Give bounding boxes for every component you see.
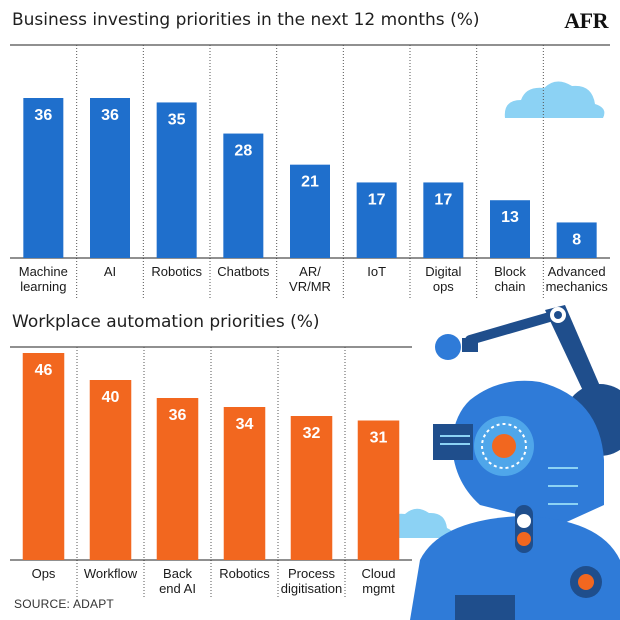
category-label: VR/MR [289,279,331,294]
bar [22,353,65,560]
category-label: Workflow [84,566,138,581]
category-label: IoT [367,264,386,279]
bar [490,200,530,258]
data-label: 32 [303,425,321,442]
category-label: Robotics [219,566,270,581]
data-label: 31 [370,430,388,447]
bar [156,102,197,258]
data-label: 36 [34,107,52,124]
category-label: learning [20,279,66,294]
data-label: 46 [35,362,53,379]
bar [223,407,266,560]
data-label: 36 [101,107,119,124]
category-label: Back [163,566,192,581]
afr-logo: AFR [564,8,608,33]
data-label: 28 [234,143,252,160]
category-label: Advanced [548,264,606,279]
data-label: 36 [169,407,187,424]
category-label: Ops [32,566,56,581]
category-label: end AI [159,581,196,596]
chart-title-workplace-automation: Workplace automation priorities (%) [12,312,320,332]
category-label: Block [494,264,526,279]
robot-head-icon [410,380,620,620]
bar [223,133,264,258]
data-label: 13 [501,209,519,226]
source-note: SOURCE: ADAPT [14,597,114,611]
bar [156,398,199,560]
category-label: AI [104,264,116,279]
bar [89,380,132,560]
cloud-icon [504,81,605,118]
chart-title-business-investing: Business investing priorities in the nex… [12,10,480,30]
data-label: 40 [102,389,120,406]
data-label: 17 [434,191,452,208]
category-label: Digital [425,264,461,279]
data-label: 21 [301,174,319,191]
category-label: Process [288,566,335,581]
data-label: 8 [572,231,581,248]
category-label: Cloud [362,566,396,581]
category-label: Robotics [151,264,202,279]
category-label: Machine [19,264,68,279]
data-label: 35 [168,111,186,128]
bar [556,222,597,258]
bar [423,182,464,258]
category-label: mechanics [546,279,609,294]
category-label: digitisation [281,581,342,596]
bar [90,98,130,258]
data-label: 17 [368,191,386,208]
data-label: 34 [236,416,254,433]
category-label: chain [494,279,525,294]
category-label: ops [433,279,454,294]
bar [290,164,330,258]
bar [357,420,400,560]
category-label: AR/ [299,264,321,279]
category-label: mgmt [362,581,395,596]
bar [23,98,64,258]
bar [356,182,397,258]
bar [290,416,333,560]
category-label: Chatbots [217,264,270,279]
